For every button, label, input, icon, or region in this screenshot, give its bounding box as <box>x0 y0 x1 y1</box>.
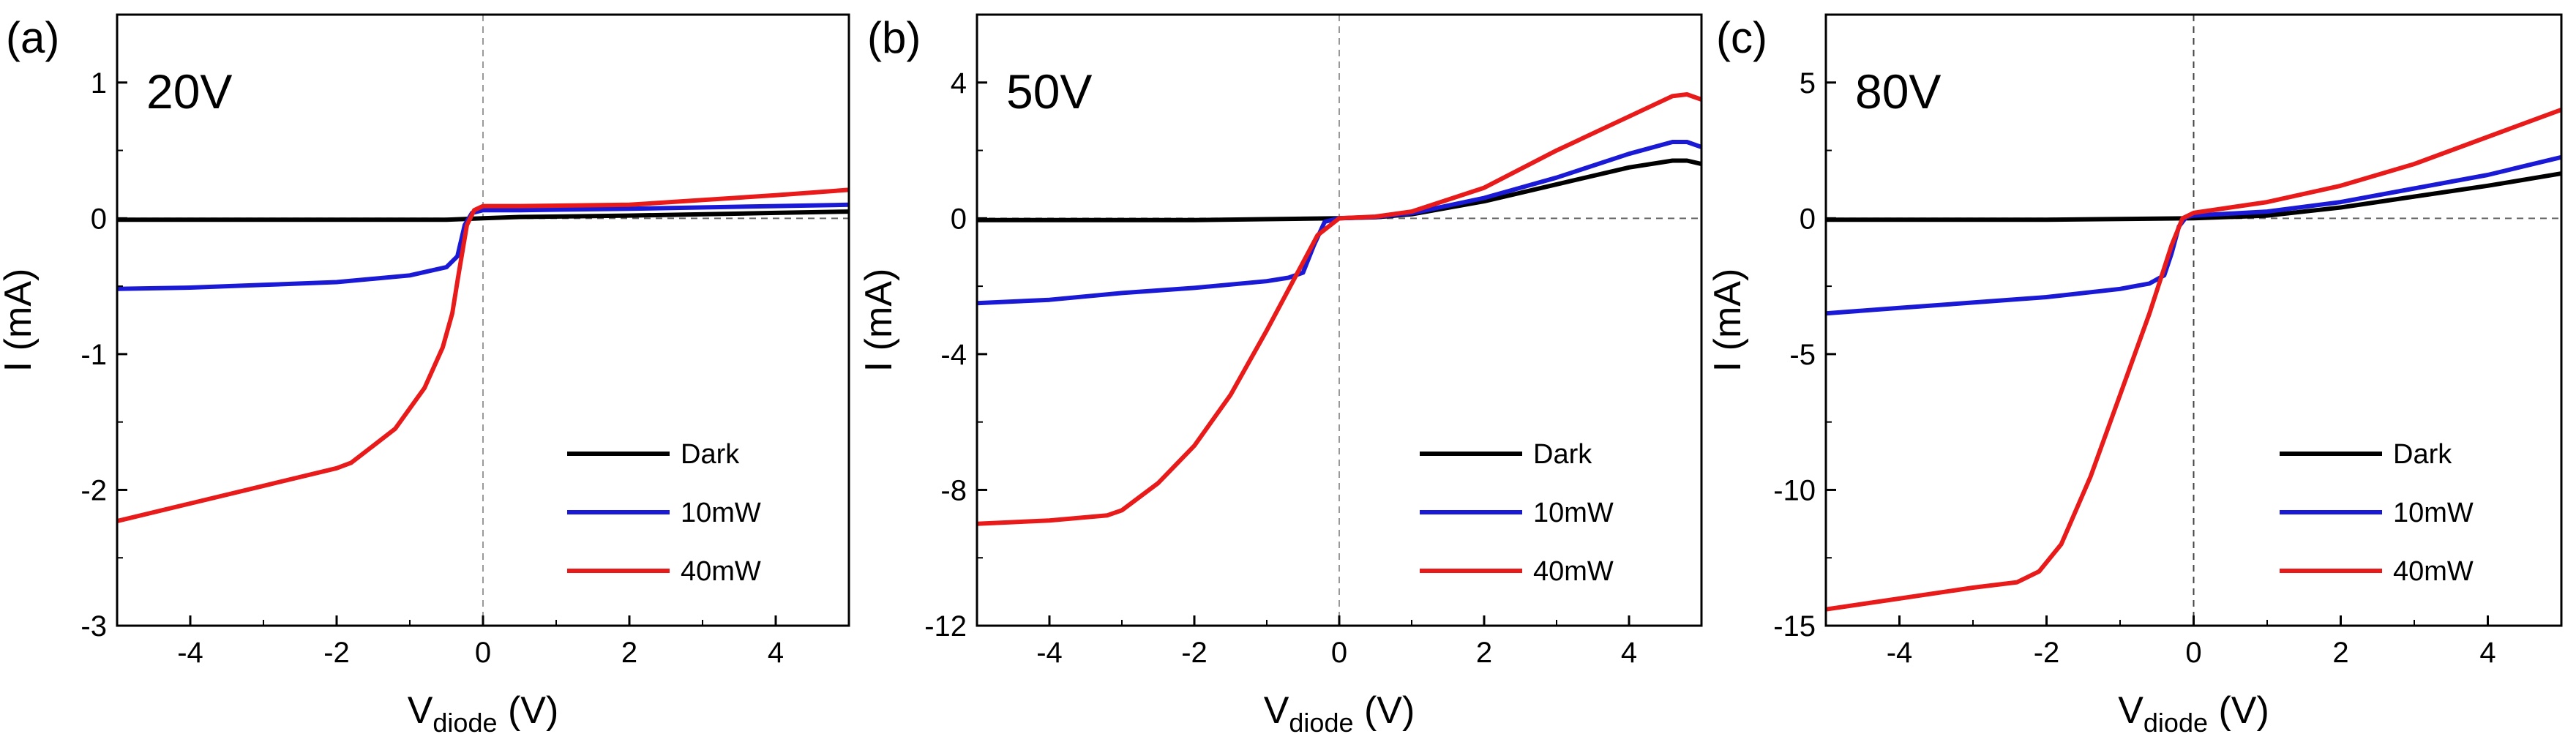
panel-b-xlabel-main: V <box>1264 689 1289 732</box>
panel-b-xlabel-unit: (V) <box>1354 689 1415 732</box>
y-tick-label: 0 <box>951 203 967 235</box>
legend-label-10mw: 10mW <box>681 498 761 528</box>
x-tick-label: -2 <box>1181 637 1208 669</box>
panel-b: (b) 50V I (mA) Vdiode (V) -4 -2 0 2 4 4 0 -4 -8 -… <box>858 13 1703 734</box>
y-tick-label: 0 <box>91 203 107 235</box>
series-dark-line <box>117 209 850 222</box>
y-tick-label: -8 <box>940 474 967 506</box>
x-tick-label: -4 <box>177 637 203 669</box>
panel-c-title: 80V <box>1855 64 1941 119</box>
y-tick-label: -2 <box>80 474 107 506</box>
x-tick-label: -2 <box>2034 637 2060 669</box>
x-tick-label: 0 <box>1331 637 1347 669</box>
panel-b-ylabel-text: I (mA) <box>858 269 900 372</box>
legend-label-10mw: 10mW <box>1533 498 1614 528</box>
x-tick-label: 0 <box>2185 637 2201 669</box>
x-tick-label: 2 <box>2332 637 2348 669</box>
series-dark-line <box>1826 171 2562 222</box>
x-tick-label: -4 <box>1887 637 1913 669</box>
panel-c-xlabel: Vdiode (V) <box>2118 689 2269 734</box>
y-tick-label: -4 <box>940 339 967 371</box>
y-tick-label: -1 <box>80 339 107 371</box>
y-tick-label: -15 <box>1773 610 1816 643</box>
series-10mw-line <box>116 202 850 291</box>
panel-b-xlabel-sub: diode <box>1289 708 1353 734</box>
series-dark-line <box>977 158 1702 222</box>
panel-c-xlabel-main: V <box>2118 689 2143 732</box>
panel-b-ylabel: I (mA) <box>858 269 900 372</box>
panel-c-ylabel-text: I (mA) <box>1707 269 1749 372</box>
legend-label-40mw: 40mW <box>681 556 761 587</box>
legend-label-dark: Dark <box>1533 439 1592 470</box>
series-40mw-line <box>1825 108 2563 612</box>
x-tick-label: 0 <box>475 637 491 669</box>
y-tick-label: 1 <box>91 67 107 100</box>
series-10mw-line <box>976 140 1702 306</box>
x-tick-label: -4 <box>1036 637 1063 669</box>
legend-label-40mw: 40mW <box>1533 556 1614 587</box>
y-tick-label: -3 <box>80 610 107 643</box>
x-tick-label: 2 <box>621 637 637 669</box>
panel-c-ylabel: I (mA) <box>1707 269 1749 372</box>
y-tick-label: 5 <box>1800 67 1816 100</box>
panel-c-xlabel-sub: diode <box>2143 708 2208 734</box>
panel-a-letter: (a) <box>6 13 59 62</box>
panel-c: (c) 80V I (mA) Vdiode (V) -4 -2 0 2 4 5 0 -5 -10… <box>1707 13 2563 734</box>
y-tick-label: 4 <box>951 67 967 100</box>
panel-b-title: 50V <box>1006 64 1092 119</box>
panel-a-ylabel: I (mA) <box>0 269 40 372</box>
x-tick-label: 4 <box>768 637 784 669</box>
panel-c-letter: (c) <box>1716 13 1767 62</box>
panel-a-xlabel-unit: (V) <box>498 689 559 732</box>
legend-label-10mw: 10mW <box>2393 498 2474 528</box>
y-tick-label: -12 <box>924 610 967 643</box>
panel-a-xlabel: Vdiode (V) <box>408 689 559 734</box>
panel-c-xlabel-unit: (V) <box>2208 689 2269 732</box>
y-tick-label: -5 <box>1789 339 1816 371</box>
panel-a-ylabel-text: I (mA) <box>0 269 40 372</box>
series-40mw-line <box>976 92 1702 526</box>
panel-a-xlabel-sub: diode <box>433 708 497 734</box>
panel-a: (a) 20V I (mA) Vdiode (V) -4 -2 0 2 4 1 0 -1 -2 -… <box>0 13 850 734</box>
legend-label-dark: Dark <box>681 439 740 470</box>
legend-label-40mw: 40mW <box>2393 556 2474 587</box>
y-tick-label: -10 <box>1773 474 1816 506</box>
x-tick-label: -2 <box>323 637 350 669</box>
x-tick-label: 4 <box>2479 637 2496 669</box>
panel-a-xlabel-main: V <box>408 689 433 732</box>
x-tick-label: 2 <box>1476 637 1492 669</box>
x-tick-label: 4 <box>1621 637 1637 669</box>
y-tick-label: 0 <box>1800 203 1816 235</box>
series-40mw-line <box>116 187 850 524</box>
panel-b-letter: (b) <box>867 13 921 62</box>
legend-label-dark: Dark <box>2393 439 2452 470</box>
panel-b-xlabel: Vdiode (V) <box>1264 689 1415 734</box>
panel-a-title: 20V <box>146 64 232 119</box>
